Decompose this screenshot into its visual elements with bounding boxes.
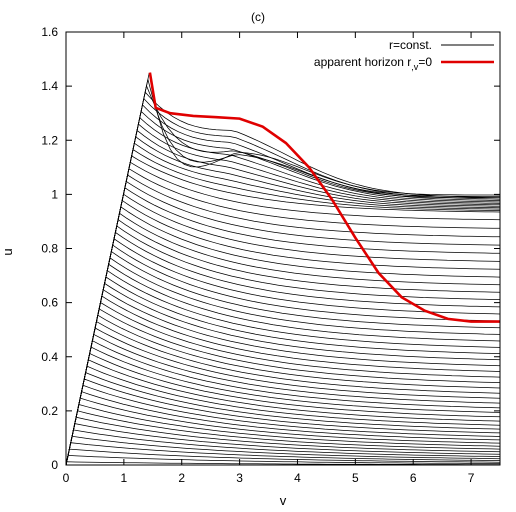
apparent-horizon-line bbox=[148, 72, 500, 323]
r-const-curve bbox=[65, 397, 501, 466]
r-const-curve bbox=[65, 199, 501, 466]
r-const-curve bbox=[65, 212, 501, 466]
legend-label-rconst: r=const. bbox=[389, 38, 432, 52]
x-tick-label: 7 bbox=[468, 471, 475, 485]
r-const-curve bbox=[65, 161, 501, 466]
r-const-curve bbox=[65, 321, 501, 466]
r-const-curve bbox=[65, 295, 501, 466]
r-const-curve bbox=[65, 123, 501, 466]
r-const-curve bbox=[65, 448, 501, 466]
r-const-curve bbox=[65, 301, 501, 466]
legend-label-horizon: apparent horizon r,v=0 bbox=[314, 55, 432, 72]
r-const-curve bbox=[65, 187, 501, 466]
r-const-curve bbox=[65, 84, 500, 466]
y-tick-label: 1.6 bbox=[41, 25, 58, 39]
y-tick-label: 0.2 bbox=[41, 404, 58, 418]
r-const-curve bbox=[65, 308, 501, 466]
r-const-curve bbox=[65, 73, 501, 466]
chart-title: (c) bbox=[251, 10, 265, 24]
x-tick-label: 6 bbox=[410, 471, 417, 485]
legend-horizon-sub: ,v bbox=[411, 62, 419, 72]
r-const-curve bbox=[65, 359, 501, 466]
legend: r=const. apparent horizon r,v=0 bbox=[314, 38, 494, 72]
x-tick-label: 5 bbox=[352, 471, 359, 485]
r-const-curve bbox=[65, 148, 501, 466]
r-const-curve bbox=[65, 238, 501, 466]
y-axis-label: u bbox=[0, 248, 15, 255]
r-const-curve bbox=[65, 218, 501, 466]
r-const-curve bbox=[65, 155, 501, 466]
r-const-curve bbox=[65, 455, 500, 466]
r-const-curve bbox=[65, 136, 501, 466]
r-const-curve bbox=[65, 346, 501, 466]
r-const-curve bbox=[65, 193, 501, 466]
y-axis-ticks: 0 0.2 0.4 0.6 0.8 1 1.2 1.4 1.6 bbox=[41, 25, 500, 472]
curve-family bbox=[65, 73, 501, 466]
y-tick-label: 0.4 bbox=[41, 350, 58, 364]
r-const-curve bbox=[65, 225, 501, 466]
r-const-curve bbox=[65, 269, 501, 466]
r-const-curve bbox=[65, 384, 501, 466]
x-tick-label: 1 bbox=[121, 471, 128, 485]
r-const-curve bbox=[65, 174, 501, 466]
r-const-curve bbox=[65, 263, 501, 466]
r-const-curve bbox=[65, 372, 501, 466]
y-tick-label: 0.6 bbox=[41, 296, 58, 310]
r-const-curve bbox=[65, 231, 501, 466]
r-const-curve bbox=[65, 333, 501, 466]
x-tick-label: 2 bbox=[178, 471, 185, 485]
r-const-curve bbox=[65, 340, 501, 466]
r-const-curve bbox=[65, 327, 501, 466]
x-tick-label: 4 bbox=[294, 471, 301, 485]
r-const-curve bbox=[65, 314, 501, 466]
r-const-curve bbox=[65, 365, 501, 466]
r-const-curve bbox=[65, 423, 501, 466]
r-const-curve bbox=[65, 282, 501, 466]
r-const-curve bbox=[65, 276, 501, 466]
r-const-curve bbox=[65, 404, 501, 466]
r-const-curve bbox=[65, 416, 501, 466]
r-const-curve bbox=[65, 142, 501, 466]
r-const-curve bbox=[65, 442, 501, 466]
r-const-curve bbox=[65, 435, 501, 466]
x-tick-label: 0 bbox=[63, 471, 70, 485]
x-tick-label: 3 bbox=[236, 471, 243, 485]
legend-horizon-tail: =0 bbox=[418, 55, 432, 69]
r-const-curve bbox=[65, 206, 501, 466]
r-const-curve bbox=[65, 391, 501, 466]
y-tick-label: 1 bbox=[51, 187, 58, 201]
r-const-curve bbox=[65, 250, 501, 466]
r-const-curve bbox=[65, 129, 501, 466]
r-const-curve bbox=[65, 429, 501, 466]
x-axis-label: v bbox=[280, 493, 287, 508]
r-const-curve bbox=[65, 289, 501, 466]
legend-horizon-main: apparent horizon r bbox=[314, 55, 411, 69]
r-const-curve bbox=[65, 244, 501, 466]
r-const-curve bbox=[65, 180, 501, 466]
x-axis-ticks: 0 1 2 3 4 5 6 7 bbox=[63, 32, 475, 485]
r-const-curve bbox=[65, 168, 501, 466]
y-tick-label: 1.4 bbox=[41, 79, 58, 93]
y-tick-label: 1.2 bbox=[41, 133, 58, 147]
r-const-curve bbox=[65, 79, 500, 466]
y-tick-label: 0.8 bbox=[41, 242, 58, 256]
r-const-curve bbox=[65, 257, 501, 466]
r-const-curve bbox=[65, 410, 501, 466]
r-const-curve bbox=[65, 378, 501, 466]
r-const-curve bbox=[65, 352, 501, 466]
y-tick-label: 0 bbox=[51, 458, 58, 472]
